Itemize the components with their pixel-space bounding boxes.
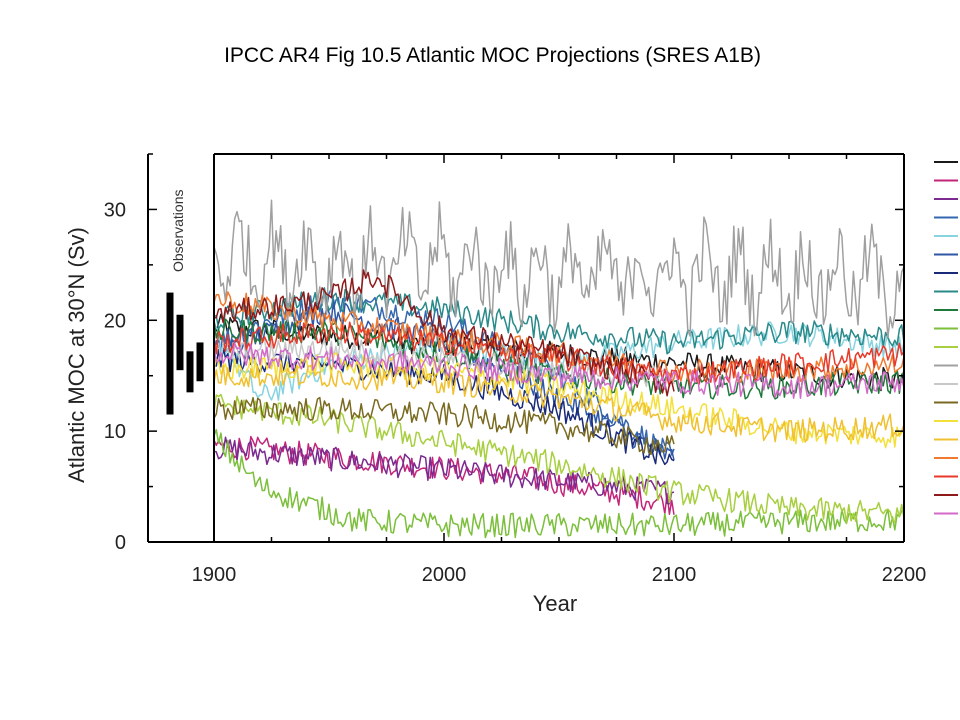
series-line bbox=[213, 393, 905, 524]
y-tick-label: 10 bbox=[104, 421, 126, 443]
series-line bbox=[213, 346, 675, 466]
y-tick-label: 0 bbox=[115, 532, 126, 554]
series-line bbox=[213, 291, 905, 384]
axes-layer: 0 10 20 30 1900 2000 2100 2200 bbox=[104, 153, 927, 586]
series-line bbox=[213, 287, 905, 355]
observation-range-bar bbox=[166, 292, 174, 415]
series-layer bbox=[213, 199, 905, 539]
x-tick-label: 2100 bbox=[652, 564, 697, 586]
series-line bbox=[213, 337, 675, 388]
observation-range-bar bbox=[186, 351, 194, 393]
series-line bbox=[213, 313, 905, 392]
series-line bbox=[213, 321, 905, 387]
x-tick-label: 2200 bbox=[882, 564, 927, 586]
x-axis-label: Year bbox=[533, 591, 577, 616]
observations-layer bbox=[166, 292, 204, 415]
y-axis-label: Atlantic MOC at 30°N (Sv) bbox=[64, 227, 89, 483]
series-line bbox=[213, 435, 675, 515]
observation-range-bar bbox=[176, 314, 184, 371]
series-line bbox=[213, 436, 675, 505]
series-line bbox=[213, 199, 905, 339]
series-line bbox=[213, 318, 905, 400]
x-tick-label: 2000 bbox=[422, 564, 467, 586]
series-line bbox=[213, 428, 905, 539]
series-line bbox=[213, 363, 905, 443]
y-tick-label: 30 bbox=[104, 199, 126, 221]
x-tick-label: 1900 bbox=[192, 564, 237, 586]
slide-title: IPCC AR4 Fig 10.5 Atlantic MOC Projectio… bbox=[224, 44, 761, 67]
series-line bbox=[213, 342, 905, 399]
series-line bbox=[213, 269, 675, 397]
observation-range-bar bbox=[196, 342, 204, 382]
series-line bbox=[213, 396, 675, 456]
y-tick-label: 20 bbox=[104, 310, 126, 332]
legend bbox=[934, 161, 958, 515]
observations-label: Observations bbox=[170, 190, 186, 272]
